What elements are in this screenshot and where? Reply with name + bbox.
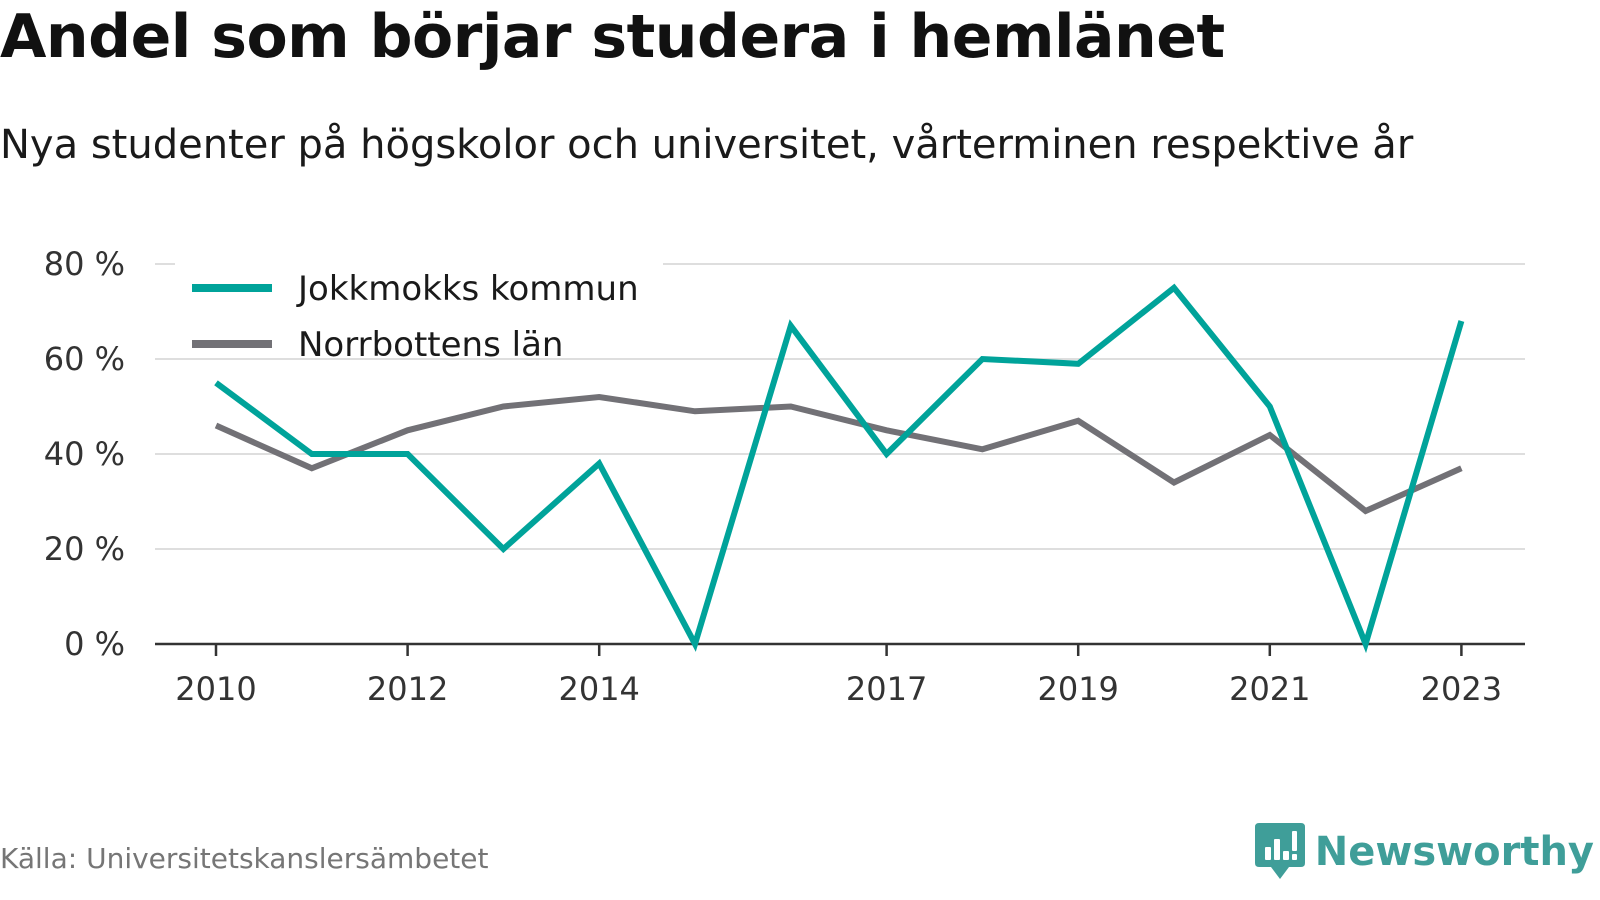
x-tick-label: 2021 xyxy=(1229,670,1310,708)
chart-subtitle: Nya studenter på högskolor och universit… xyxy=(0,122,1414,168)
y-tick-label: 20 % xyxy=(44,530,125,568)
y-tick-label: 80 % xyxy=(44,245,125,283)
source-note: Källa: Universitetskanslersämbetet xyxy=(0,842,489,875)
x-tick-label: 2017 xyxy=(846,670,927,708)
y-tick-label: 0 % xyxy=(64,625,125,663)
series-line-0 xyxy=(214,283,1465,654)
y-tick-label: 40 % xyxy=(44,435,125,473)
x-tick-label: 2019 xyxy=(1037,670,1118,708)
series-lines xyxy=(214,283,1465,654)
brand: Newsworthy xyxy=(1254,823,1594,881)
x-tick-label: 2012 xyxy=(367,670,448,708)
newsworthy-logo-icon xyxy=(1254,823,1305,879)
brand-name: Newsworthy xyxy=(1314,829,1594,875)
chart-title: Andel som börjar studera i hemlänet xyxy=(0,2,1225,72)
axes: 0 % 20 % 40 % 60 % 80 % 2010 2012 2014 2017 2019 2… xyxy=(44,245,1525,708)
x-tick-label: 2014 xyxy=(558,670,639,708)
legend-label: Jokkmokks kommun xyxy=(296,269,639,309)
line-chart: 0 % 20 % 40 % 60 % 80 % 2010 2012 2014 2017 2019 2… xyxy=(44,245,1525,708)
y-tick-label: 60 % xyxy=(44,340,125,378)
x-tick-label: 2023 xyxy=(1421,670,1502,708)
legend-label: Norrbottens län xyxy=(298,325,563,365)
series-line-1 xyxy=(214,393,1463,515)
legend: Jokkmokks kommun Norrbottens län xyxy=(175,258,663,365)
x-tick-label: 2010 xyxy=(175,670,256,708)
